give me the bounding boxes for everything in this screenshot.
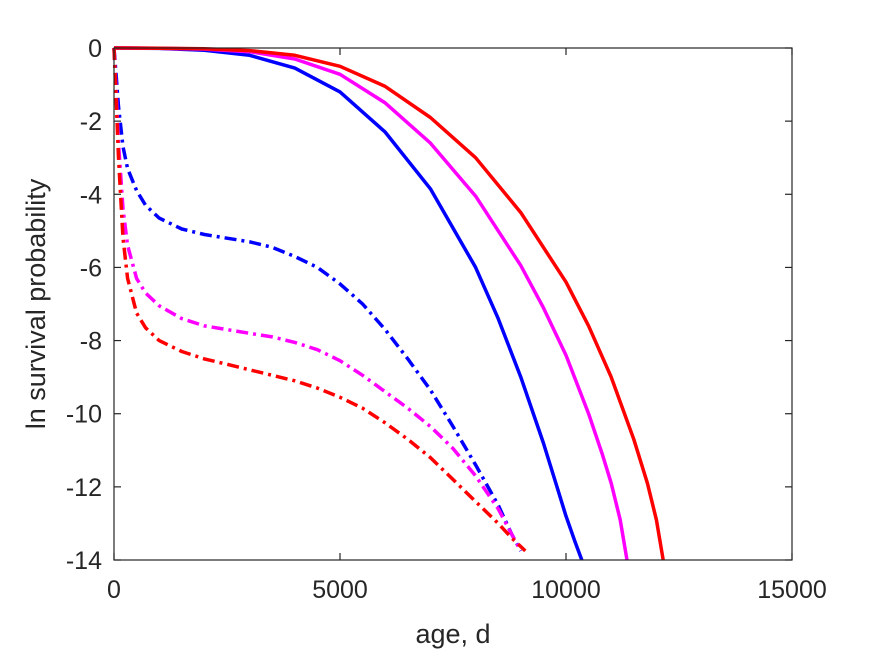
y-tick-label: -14 [66,547,102,575]
series-line-6 [112,47,527,553]
plot-area-box [113,47,793,561]
x-tick-label: 5000 [312,576,368,604]
series-line-5 [112,47,523,552]
x-tick-label: 10000 [531,576,601,604]
x-axis-label: age, d [415,619,490,649]
series-line-3 [113,46,665,561]
series-layer [112,46,665,561]
series-line-2 [113,46,629,561]
series-line-4 [112,47,523,552]
series-line-1 [113,46,584,561]
y-tick-label: -6 [80,254,102,282]
x-tick-label: 15000 [757,576,827,604]
y-tick-label: 0 [88,35,102,63]
y-tick-label: -2 [80,108,102,136]
y-tick-label: -4 [80,181,102,209]
y-tick-label: -10 [66,401,102,429]
y-tick-label: -12 [66,474,102,502]
y-tick-label: -8 [80,328,102,356]
x-tick-label: 0 [107,576,121,604]
y-axis-label: ln survival probability [21,178,51,429]
tick-layer: 0 5000 10000 15000 0 -2 -4 -6 -8 -10 -12 -14 [66,35,827,604]
